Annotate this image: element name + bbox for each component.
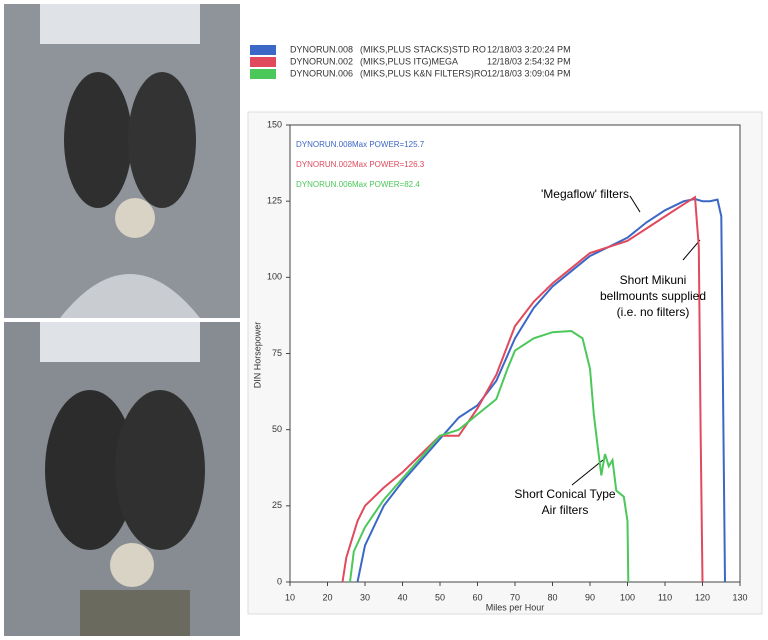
legend-name: DYNORUN.008	[290, 44, 353, 54]
x-tick-label: 10	[285, 592, 295, 602]
x-tick-label: 30	[360, 592, 370, 602]
series-line	[349, 329, 630, 583]
x-tick-label: 90	[585, 592, 595, 602]
x-tick-label: 130	[732, 592, 747, 602]
inner-label-max: Max POWER=126.3	[352, 160, 425, 169]
inner-label-name: DYNORUN.008	[296, 140, 353, 149]
x-tick-label: 40	[397, 592, 407, 602]
legend-name: DYNORUN.006	[290, 68, 353, 78]
y-tick-label: 25	[272, 500, 282, 510]
legend-timestamp: 12/18/03 2:54:32 PM	[487, 56, 571, 66]
y-tick-label: 125	[267, 196, 282, 206]
x-tick-label: 70	[510, 592, 520, 602]
x-tick-label: 110	[658, 592, 672, 602]
annotation-arrows	[571, 195, 701, 486]
annotation: 'Megaflow' filters	[541, 187, 629, 201]
annotation: (i.e. no filters)	[617, 305, 690, 319]
legend-description: (MIKS,PLUS STACKS)STD RO	[360, 44, 486, 54]
y-tick-label: 150	[267, 119, 282, 129]
legend-description: (MIKS,PLUS K&N FILTERS)RO	[360, 68, 487, 78]
y-tick-label: 0	[277, 576, 282, 586]
x-tick-label: 60	[472, 592, 482, 602]
y-tick-label: 75	[272, 348, 282, 358]
x-tick-label: 20	[322, 592, 332, 602]
photo-top	[4, 4, 240, 318]
legend-timestamp: 12/18/03 3:20:24 PM	[487, 44, 571, 54]
inner-label-max: Max POWER=82.4	[352, 180, 420, 189]
annotation: bellmounts supplied	[600, 289, 706, 303]
x-tick-label: 80	[547, 592, 557, 602]
annotation: Air filters	[542, 503, 589, 517]
plot-frame	[289, 124, 741, 583]
series-line	[356, 197, 726, 583]
inner-label-name: DYNORUN.006	[296, 180, 353, 189]
legend-description: (MIKS,PLUS ITG)MEGA	[360, 56, 458, 66]
legend-swatch	[250, 57, 276, 67]
x-tick-label: 50	[435, 592, 445, 602]
series-line	[341, 195, 704, 583]
y-tick-label: 100	[267, 272, 282, 282]
legend-name: DYNORUN.002	[290, 56, 353, 66]
x-tick-label: 120	[695, 592, 710, 602]
y-axis-label: DIN Horsepower	[252, 322, 262, 389]
photo-bottom	[4, 322, 240, 636]
legend-swatch	[250, 69, 276, 79]
inner-label-max: Max POWER=125.7	[352, 140, 425, 149]
annotation: Short Mikuni	[620, 273, 687, 287]
y-tick-label: 50	[272, 424, 282, 434]
legend-swatch	[250, 45, 276, 55]
x-axis-label: Miles per Hour	[486, 602, 545, 612]
annotation: Short Conical Type	[514, 487, 615, 501]
legend-timestamp: 12/18/03 3:09:04 PM	[487, 68, 571, 78]
x-tick-label: 100	[620, 592, 635, 602]
inner-label-name: DYNORUN.002	[296, 160, 353, 169]
